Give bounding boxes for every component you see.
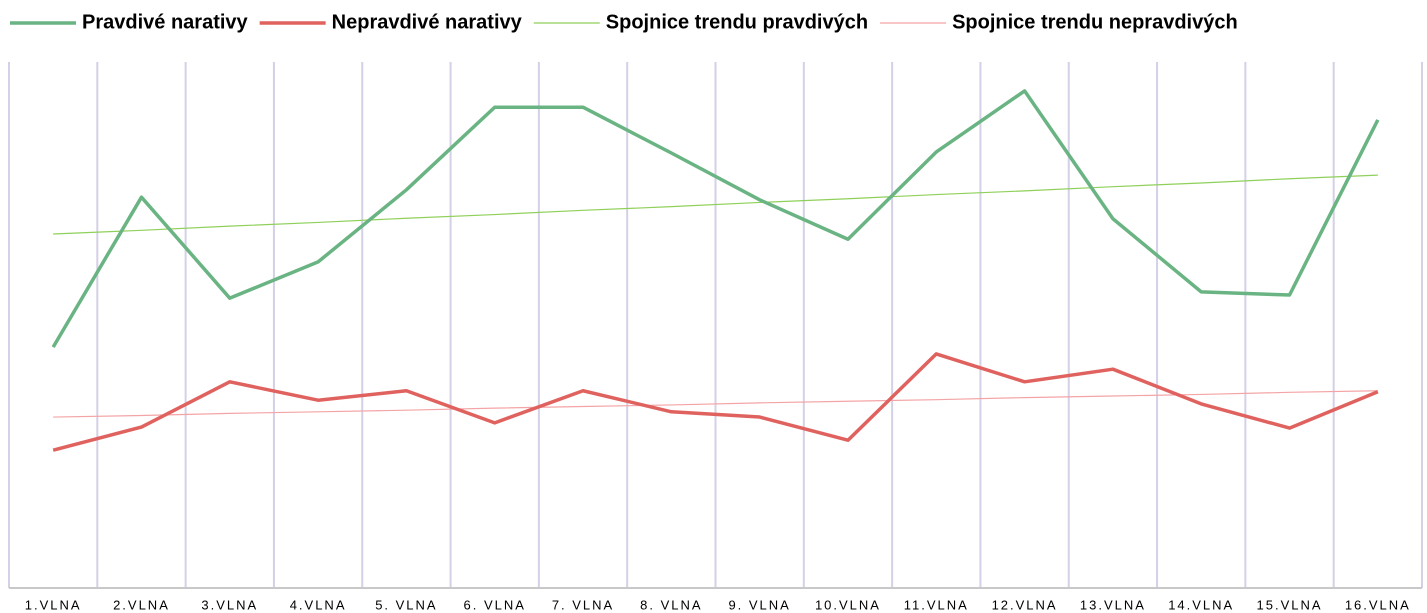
x-tick-label: 13.VLNA <box>1080 597 1146 612</box>
data-line <box>53 390 1378 418</box>
legend-label: Spojnice trendu pravdivých <box>606 11 868 33</box>
x-tick-label: 4.VLNA <box>290 597 347 612</box>
x-tick-label: 8. VLNA <box>640 597 702 612</box>
legend-label: Nepravdivé narativy <box>332 11 523 33</box>
x-tick-label: 7. VLNA <box>552 597 614 612</box>
x-tick-label: 14.VLNA <box>1168 597 1234 612</box>
x-tick-label: 1.VLNA <box>25 597 82 612</box>
x-tick-label: 3.VLNA <box>201 597 258 612</box>
legend-label: Pravdivé narativy <box>82 11 249 33</box>
x-tick-label: 12.VLNA <box>992 597 1058 612</box>
x-tick-label: 6. VLNA <box>464 597 526 612</box>
legend-label: Spojnice trendu nepravdivých <box>952 11 1238 33</box>
x-tick-label: 11.VLNA <box>904 597 969 612</box>
x-tick-label: 16.VLNA <box>1345 597 1411 612</box>
data-line <box>52 352 1379 452</box>
x-tick-label: 9. VLNA <box>728 597 790 612</box>
x-tick-label: 2.VLNA <box>113 597 170 612</box>
x-tick-label: 5. VLNA <box>375 597 437 612</box>
x-tick-label: 10.VLNA <box>815 597 881 612</box>
data-line <box>53 174 1378 235</box>
x-tick-label: 15.VLNA <box>1257 597 1323 612</box>
data-line <box>51 89 1380 348</box>
